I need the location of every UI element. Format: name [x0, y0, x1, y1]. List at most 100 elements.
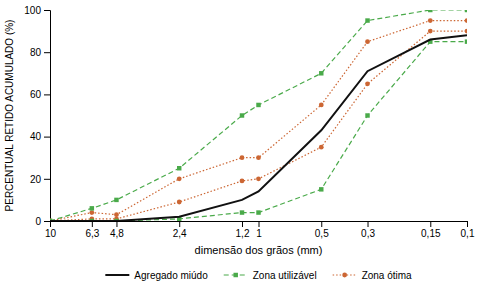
x-tick-label: 0,3: [361, 228, 375, 239]
legend-label: Zona utilizável: [253, 270, 317, 281]
y-axis: 0 20 40 60 80 100: [24, 5, 50, 227]
legend-label: Agregado miúdo: [134, 270, 208, 281]
y-tick-mark: [44, 94, 50, 95]
x-tick-mark: [179, 221, 180, 227]
y-tick-label: 20: [30, 174, 42, 185]
y-tick: 0: [35, 216, 50, 227]
y-tick: 40: [30, 131, 50, 142]
y-axis-title: PERCENTUAL RETIDO ACUMULADO (%): [4, 20, 15, 212]
x-tick-mark: [430, 221, 431, 227]
x-tick-label: 6,3: [85, 228, 99, 239]
series-marker: [428, 18, 433, 23]
series-group: [50, 10, 467, 221]
series-marker: [89, 210, 94, 215]
y-tick-label: 100: [24, 5, 41, 16]
series-marker: [240, 179, 245, 184]
series: [50, 35, 467, 221]
x-tick-mark: [92, 221, 93, 227]
plot-area: 10 6,3 4,8 2,4 1,2 1 0,5 0,3 0,15 0,1 0 20 40 60 80 100: [24, 5, 475, 239]
legend-item: Zona ótima: [333, 270, 412, 281]
x-tick-label: 0,1: [461, 228, 475, 239]
y-tick: 100: [24, 5, 50, 16]
series: [50, 39, 467, 221]
x-tick-mark: [259, 221, 260, 227]
series-marker: [319, 103, 324, 108]
series-line: [50, 21, 467, 221]
series-marker: [256, 176, 261, 181]
series-marker: [365, 39, 370, 44]
y-tick-mark: [44, 179, 50, 180]
y-tick-mark: [44, 137, 50, 138]
x-tick-mark: [116, 221, 117, 227]
y-tick: 60: [30, 89, 50, 100]
legend-marker: [342, 273, 347, 278]
series-marker: [114, 212, 119, 217]
series-marker: [177, 166, 181, 170]
series-marker: [319, 145, 324, 150]
series-marker: [465, 39, 467, 43]
legend-marker: [233, 273, 237, 277]
x-tick: 0,15: [421, 221, 441, 239]
series-marker: [256, 210, 260, 214]
series-marker: [465, 29, 467, 34]
legend-label: Zona ótima: [362, 270, 412, 281]
series-line: [50, 35, 467, 221]
series-marker: [365, 113, 369, 117]
x-tick: 2,4: [173, 221, 187, 239]
x-tick: 6,3: [85, 221, 99, 239]
series: [50, 10, 467, 221]
x-tick-mark: [467, 221, 468, 227]
y-axis-line: [44, 11, 51, 222]
x-tick-mark: [368, 221, 369, 227]
y-tick-mark: [44, 10, 50, 11]
x-tick: 4,8: [110, 221, 124, 239]
series-marker: [465, 18, 467, 23]
series-marker: [256, 155, 261, 160]
series-marker: [365, 18, 369, 22]
y-tick: 20: [30, 174, 50, 185]
series-marker: [319, 187, 323, 191]
x-axis-title: dimensão dos grãos (mm): [195, 244, 323, 256]
x-tick-label: 1: [256, 228, 262, 239]
series: [50, 18, 467, 221]
legend-item: Zona utilizável: [224, 270, 317, 281]
x-tick-mark: [242, 221, 243, 227]
legend-swatch: [105, 274, 129, 276]
legend-item: Agregado miúdo: [105, 270, 208, 281]
x-tick: 1: [256, 221, 262, 239]
y-tick-label: 80: [30, 47, 42, 58]
series-marker: [428, 29, 433, 34]
series-marker: [240, 210, 244, 214]
y-tick-mark: [44, 221, 50, 222]
series-marker: [240, 113, 244, 117]
series-line: [50, 10, 467, 221]
x-tick-label: 2,4: [173, 228, 187, 239]
series: [50, 29, 467, 221]
x-axis-line: [51, 222, 468, 228]
series-marker: [90, 206, 94, 210]
x-tick-mark: [321, 221, 322, 227]
series-marker: [256, 103, 260, 107]
x-tick: 0,3: [361, 221, 375, 239]
series-marker: [319, 71, 323, 75]
series-marker: [240, 155, 245, 160]
y-tick-label: 0: [35, 216, 41, 227]
y-tick-label: 60: [30, 89, 42, 100]
legend: Agregado miúdo Zona utilizável Zona ótima: [105, 270, 412, 281]
series-marker: [465, 10, 467, 12]
series-marker: [114, 198, 118, 202]
y-tick-mark: [44, 52, 50, 53]
y-tick: 80: [30, 47, 50, 58]
series-marker: [177, 176, 182, 181]
chart: 10 6,3 4,8 2,4 1,2 1 0,5 0,3 0,15 0,1 0 20 40 60 80 100…: [0, 0, 483, 283]
x-tick: 10: [45, 221, 57, 239]
y-tick-label: 40: [30, 131, 42, 142]
x-tick-label: 4,8: [110, 228, 124, 239]
series-line: [50, 42, 467, 221]
x-tick-label: 0,5: [315, 228, 329, 239]
series-marker: [428, 10, 432, 12]
series-line: [50, 31, 467, 221]
x-tick-label: 10: [45, 228, 57, 239]
x-tick-label: 1,2: [236, 228, 250, 239]
series-marker: [177, 200, 182, 205]
